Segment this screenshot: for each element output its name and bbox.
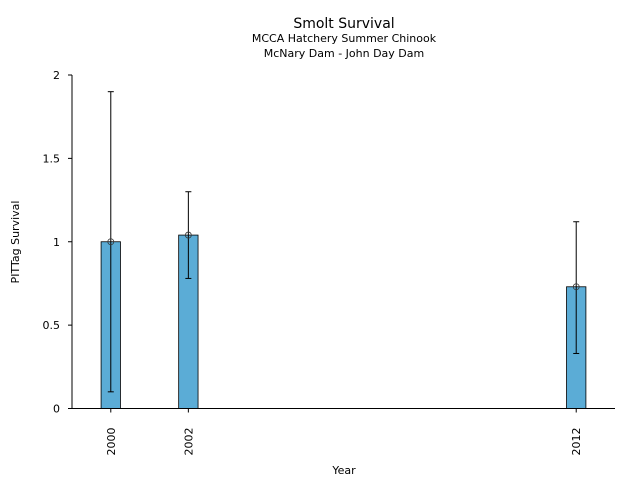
chart-title: Smolt Survival xyxy=(293,16,394,32)
point-marker-2002 xyxy=(184,231,192,239)
x-tick-label: 2000 xyxy=(105,428,118,456)
y-tick-label: 0 xyxy=(53,403,60,416)
x-tick-label: 2002 xyxy=(182,428,195,456)
y-axis-label: PITTag Survival xyxy=(9,201,22,284)
point-marker-2012 xyxy=(572,283,580,291)
y-tick-label: 0.5 xyxy=(43,319,61,332)
x-tick-label: 2012 xyxy=(570,428,583,456)
y-tick-label: 1 xyxy=(53,236,60,249)
y-tick-label: 1.5 xyxy=(43,152,61,165)
chart-subtitle-line-2: McNary Dam - John Day Dam xyxy=(264,47,424,60)
point-marker-2000 xyxy=(107,238,115,246)
x-axis-label: Year xyxy=(331,464,356,477)
y-tick-label: 2 xyxy=(53,69,60,82)
chart-subtitle-line-1: MCCA Hatchery Summer Chinook xyxy=(252,32,437,45)
